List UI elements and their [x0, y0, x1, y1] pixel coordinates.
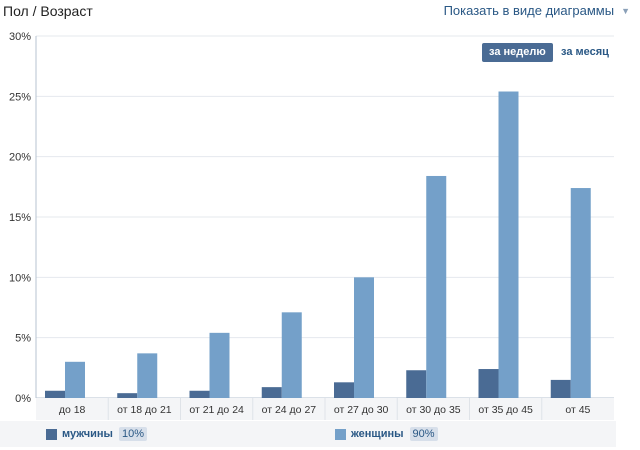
bar-female[interactable] [137, 353, 158, 398]
x-tick-label: до 18 [59, 404, 86, 416]
bar-male[interactable] [550, 379, 571, 398]
x-tick-label: от 21 до 24 [189, 404, 244, 416]
bar-female[interactable] [281, 312, 302, 398]
x-tick-label: от 45 [565, 404, 590, 416]
legend-item-male[interactable]: мужчины 10% [46, 427, 147, 441]
bar-chart: 0% 5% 10% 15% 20% 25% 30% до 18 от 18 до 21 от 21… [9, 31, 614, 420]
x-tick-label: от 30 до 35 [406, 404, 461, 416]
bar-female[interactable] [354, 277, 374, 398]
y-tick-label: 0% [15, 393, 31, 405]
page-title: Пол / Возраст [3, 3, 93, 19]
bar-female[interactable] [570, 188, 591, 398]
y-tick-label: 5% [15, 333, 31, 345]
chart-area: 0% 5% 10% 15% 20% 25% 30% до 18 от 18 до 21 от 21… [0, 26, 616, 422]
legend-swatch-male [46, 428, 57, 440]
legend: мужчины 10% женщины 90% [0, 421, 616, 447]
legend-swatch-female [335, 428, 346, 440]
y-tick-label: 15% [9, 212, 31, 224]
bar-female[interactable] [426, 175, 447, 398]
bar-male[interactable] [334, 382, 354, 398]
legend-percent-male: 10% [118, 427, 147, 441]
x-tick-label: от 27 до 30 [334, 404, 389, 416]
x-tick-label: от 24 до 27 [262, 404, 317, 416]
y-tick-label: 30% [9, 31, 31, 43]
bar-male[interactable] [189, 390, 210, 398]
bar-male[interactable] [478, 369, 499, 398]
bar-male[interactable] [45, 390, 65, 398]
view-toggle-link[interactable]: Показать в виде диаграммы ▼ [444, 3, 630, 18]
bar-female[interactable] [65, 361, 85, 398]
chevron-down-icon: ▼ [621, 5, 630, 16]
legend-label-male: мужчины [62, 428, 113, 440]
y-tick-label: 25% [9, 91, 31, 103]
bar-female[interactable] [209, 332, 230, 398]
x-tick-label: от 18 до 21 [117, 404, 172, 416]
period-week-button[interactable]: за неделю [482, 43, 553, 62]
bar-male[interactable] [261, 387, 282, 398]
legend-percent-female: 90% [409, 427, 438, 441]
y-tick-label: 10% [9, 272, 31, 284]
x-tick-label: от 35 до 45 [478, 404, 533, 416]
bar-female[interactable] [498, 91, 519, 399]
bar-male[interactable] [406, 370, 427, 398]
y-tick-label: 20% [9, 152, 31, 164]
view-toggle-label: Показать в виде диаграммы [443, 3, 615, 18]
period-month-button[interactable]: за месяц [561, 46, 609, 58]
legend-item-female[interactable]: женщины 90% [335, 427, 438, 441]
bar-male[interactable] [117, 393, 138, 398]
legend-label-female: женщины [351, 428, 404, 440]
